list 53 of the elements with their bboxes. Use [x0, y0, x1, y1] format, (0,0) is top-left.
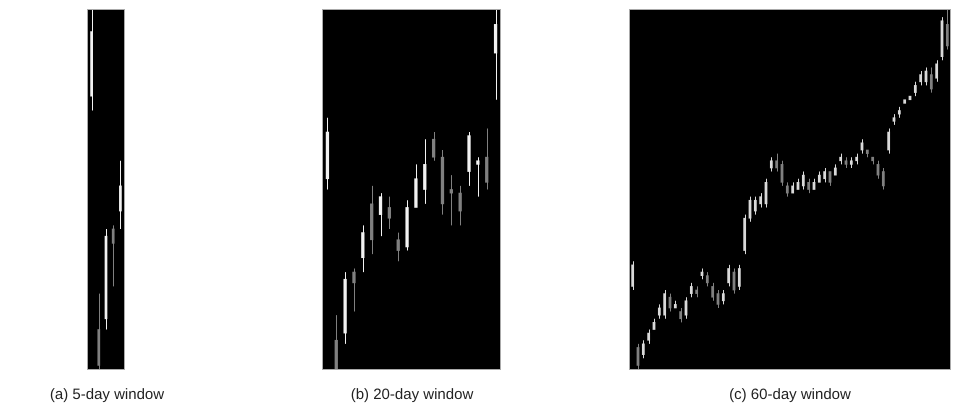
candlestick: [791, 182, 794, 194]
candlestick: [935, 60, 938, 82]
candlestick: [924, 66, 928, 86]
candlestick: [898, 106, 901, 118]
candlestick: [652, 318, 656, 330]
candlestick: [876, 160, 880, 180]
candlestick: [764, 178, 768, 208]
candlestick: [476, 156, 480, 198]
candlestick: [636, 343, 640, 370]
candlestick: [748, 196, 752, 222]
text: (b) 20-day window: [350, 386, 474, 403]
candlestick: [775, 153, 778, 172]
candlestick: [770, 156, 773, 172]
candlestick: [786, 182, 789, 198]
candlestick: [631, 260, 634, 291]
text: (a) 5-day window: [50, 386, 164, 403]
candlestick: [679, 307, 682, 323]
candlestick: [388, 196, 392, 230]
candlestick: [780, 160, 784, 186]
candlestick: [711, 282, 714, 302]
candlestick: [807, 178, 810, 194]
candlestick: [732, 268, 736, 294]
candlestick: [892, 114, 896, 126]
candlestick: [716, 290, 720, 308]
candlestick: [727, 264, 730, 287]
candlestick: [844, 156, 848, 168]
candlestick: [930, 66, 933, 94]
candlestick: [690, 282, 693, 298]
text: (c) 60-day window: [729, 386, 851, 403]
candlestick: [796, 178, 800, 190]
candlestick: [834, 164, 837, 176]
candlestick: [450, 174, 453, 226]
candlestick: [828, 171, 832, 186]
candlestick: [700, 268, 704, 280]
candlestick: [882, 167, 885, 190]
candlestick: [860, 138, 864, 154]
candlestick: [112, 224, 115, 287]
candlestick: [396, 232, 400, 262]
candlestick: [738, 264, 741, 291]
candlestick: [823, 167, 826, 183]
candlestick: [642, 340, 645, 359]
candlestick: [668, 293, 672, 312]
candlestick: [684, 296, 688, 320]
candlestick: [887, 128, 890, 154]
candlestick: [812, 178, 816, 190]
candlestick: [754, 196, 757, 216]
candlestick: [695, 286, 698, 298]
candlestick: [378, 192, 382, 237]
candlestick: [432, 132, 436, 162]
candlestick: [352, 268, 356, 312]
candlestick: [658, 304, 661, 320]
candlestick: [458, 185, 462, 226]
candlestick: [914, 81, 917, 97]
